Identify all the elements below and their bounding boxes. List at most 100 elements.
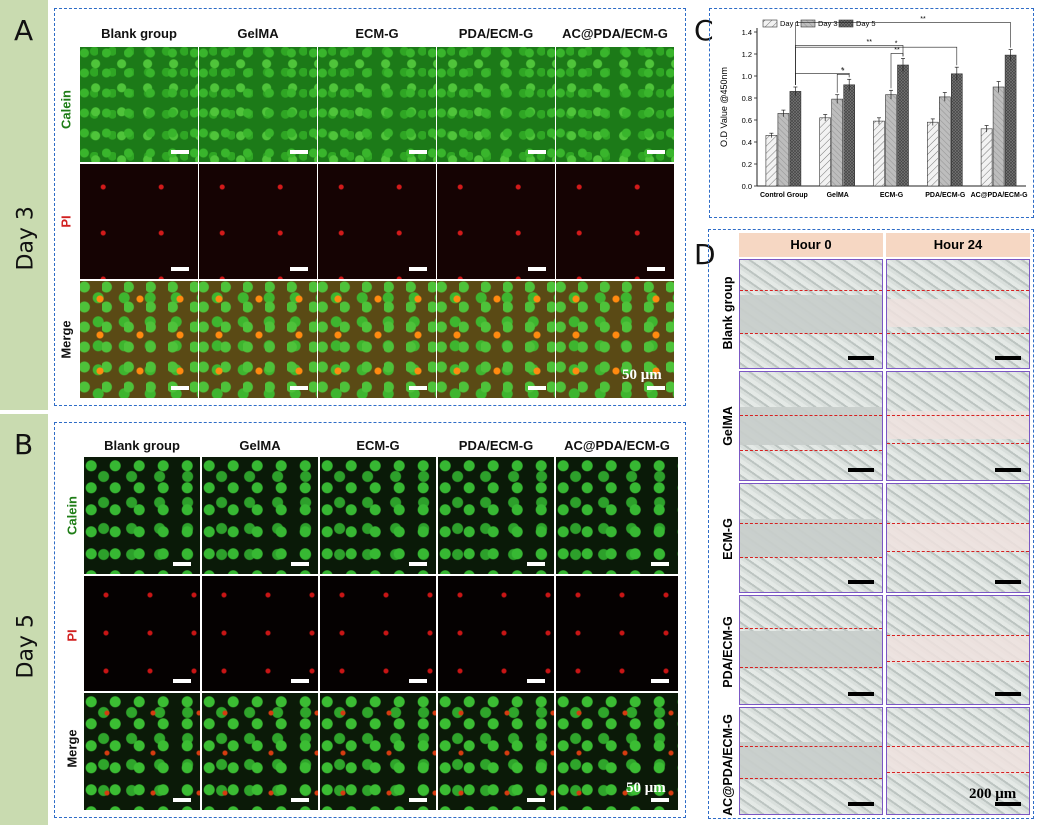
- image-a-merge-3: [318, 281, 436, 398]
- image-a-pi-1: [80, 164, 198, 279]
- image-a-pi-2: [199, 164, 317, 279]
- image-b-pi-1: [84, 576, 200, 691]
- migration-pda-hour24: [886, 595, 1030, 705]
- chart-significance-mark: **: [866, 39, 872, 46]
- panel-b-label: B: [14, 428, 34, 461]
- day5-sidebar: [0, 414, 48, 825]
- header-hour24: Hour 24: [886, 233, 1030, 257]
- day3-label: Day 3: [13, 206, 39, 271]
- chart-bar: [843, 84, 855, 187]
- migration-blank-hour24: [886, 259, 1030, 369]
- od-bar-chart: 0.0 0.2 0.4 0.6 0.8 1.0 1.2 1.4 Control Group Ge…: [719, 16, 1029, 199]
- chart-y-tick-label: 0.6: [742, 116, 752, 125]
- chart-bar: [777, 113, 790, 187]
- chart-y-axis-label: O.D Value @450nm: [719, 67, 729, 147]
- chart-x-tick-label: GelMA: [827, 192, 849, 199]
- panel-d-label: D: [694, 238, 716, 271]
- row-pda-d: PDA/ECM-G: [721, 616, 735, 688]
- image-b-merge-2: [202, 693, 318, 810]
- chart-y-tick-label: 0.2: [742, 160, 752, 169]
- image-b-merge-3: [320, 693, 436, 810]
- chart-legend-label: Day 5: [856, 19, 876, 28]
- chart-x-tick-label: AC@PDA/ECM-G: [971, 192, 1029, 199]
- panel-c-label: C: [694, 14, 714, 47]
- chart-bar: [939, 96, 951, 187]
- scale-label-b: 50 μm: [626, 780, 666, 796]
- chart-legend-label: Day 1: [780, 19, 800, 28]
- chart-bar: [1004, 54, 1017, 187]
- chart-bar: [992, 86, 1005, 187]
- chart-x-tick-label: ECM-G: [880, 192, 904, 199]
- col-ac-a: AC@PDA/ECM-G: [562, 26, 668, 41]
- image-a-merge-2: [199, 281, 317, 398]
- chart-y-tick-label: 1.0: [742, 72, 752, 81]
- col-pda-a: PDA/ECM-G: [458, 26, 534, 41]
- migration-pda-hour0: [739, 595, 883, 705]
- col-blank-b: Blank group: [104, 438, 180, 453]
- day3-sidebar: [0, 0, 48, 410]
- panel-a-label: A: [14, 14, 34, 47]
- col-gelma-a: GelMA: [237, 26, 279, 41]
- chart-x-tick-label: PDA/ECM-G: [925, 192, 966, 199]
- chart-bar: [819, 117, 831, 187]
- image-b-pi-4: [438, 576, 554, 691]
- col-ecmg-b: ECM-G: [356, 438, 400, 453]
- chart-significance-mark: **: [894, 47, 900, 54]
- image-a-calcein-4: [437, 47, 555, 162]
- row-pi-b: PI: [64, 629, 80, 642]
- image-a-merge-4: [437, 281, 555, 398]
- col-blank-a: Blank group: [101, 26, 177, 41]
- chart-bar: [873, 120, 885, 187]
- chart-legend-label: Day 3: [818, 19, 838, 28]
- migration-gelma-hour24: [886, 371, 1030, 481]
- migration-blank-hour0: [739, 259, 883, 369]
- image-a-calcein-3: [318, 47, 436, 162]
- image-b-pi-3: [320, 576, 436, 691]
- chart-significance-mark: *: [895, 41, 898, 48]
- chart-bar: [980, 128, 993, 187]
- chart-bar: [765, 135, 778, 187]
- image-b-calcein-4: [438, 457, 554, 574]
- col-gelma-b: GelMA: [239, 438, 281, 453]
- chart-significance-mark: *: [842, 68, 845, 75]
- chart-significance-bracket: [836, 74, 850, 93]
- col-pda-b: PDA/ECM-G: [458, 438, 534, 453]
- chart-y-tick-label: 0.8: [742, 94, 752, 103]
- image-a-calcein-1: [80, 47, 198, 162]
- col-ac-b: AC@PDA/ECM-G: [564, 438, 670, 453]
- migration-gelma-hour0: [739, 371, 883, 481]
- image-b-merge-5: 50 μm: [556, 693, 678, 810]
- chart-legend-swatch: [762, 19, 778, 28]
- row-ecmg-d: ECM-G: [721, 518, 735, 560]
- chart-y-tick-label: 0.4: [742, 138, 752, 147]
- chart-bar: [927, 121, 939, 187]
- migration-ecmg-hour24: [886, 483, 1030, 593]
- chart-significance-bracket: [795, 72, 850, 85]
- row-gelma-d: GelMA: [721, 406, 735, 446]
- chart-y-tick-label: 0.0: [742, 182, 752, 191]
- scale-label-a: 50 μm: [622, 367, 662, 383]
- image-b-merge-1: [84, 693, 200, 810]
- image-a-merge-1: [80, 281, 198, 398]
- chart-legend-swatch: [838, 19, 854, 28]
- col-ecmg-a: ECM-G: [355, 26, 399, 41]
- row-pi-a: PI: [58, 215, 74, 228]
- image-b-pi-2: [202, 576, 318, 691]
- image-a-calcein-5: [556, 47, 674, 162]
- chart-significance-mark: **: [920, 16, 926, 23]
- image-a-pi-4: [437, 164, 555, 279]
- image-a-pi-3: [318, 164, 436, 279]
- day5-label: Day 5: [13, 614, 39, 679]
- row-calcein-a: Calein: [58, 90, 74, 130]
- image-b-merge-4: [438, 693, 554, 810]
- chart-bar: [897, 64, 909, 187]
- row-merge-a: Merge: [58, 320, 74, 359]
- chart-significance-bracket: [795, 22, 1011, 85]
- migration-ac-hour24: 200 μm: [886, 707, 1030, 815]
- chart-y-tick-label: 1.2: [742, 50, 752, 59]
- panel-b-box: [54, 422, 686, 818]
- header-hour0: Hour 0: [739, 233, 883, 257]
- chart-bar: [831, 98, 843, 187]
- chart-significance-bracket: [795, 46, 958, 85]
- image-b-calcein-1: [84, 457, 200, 574]
